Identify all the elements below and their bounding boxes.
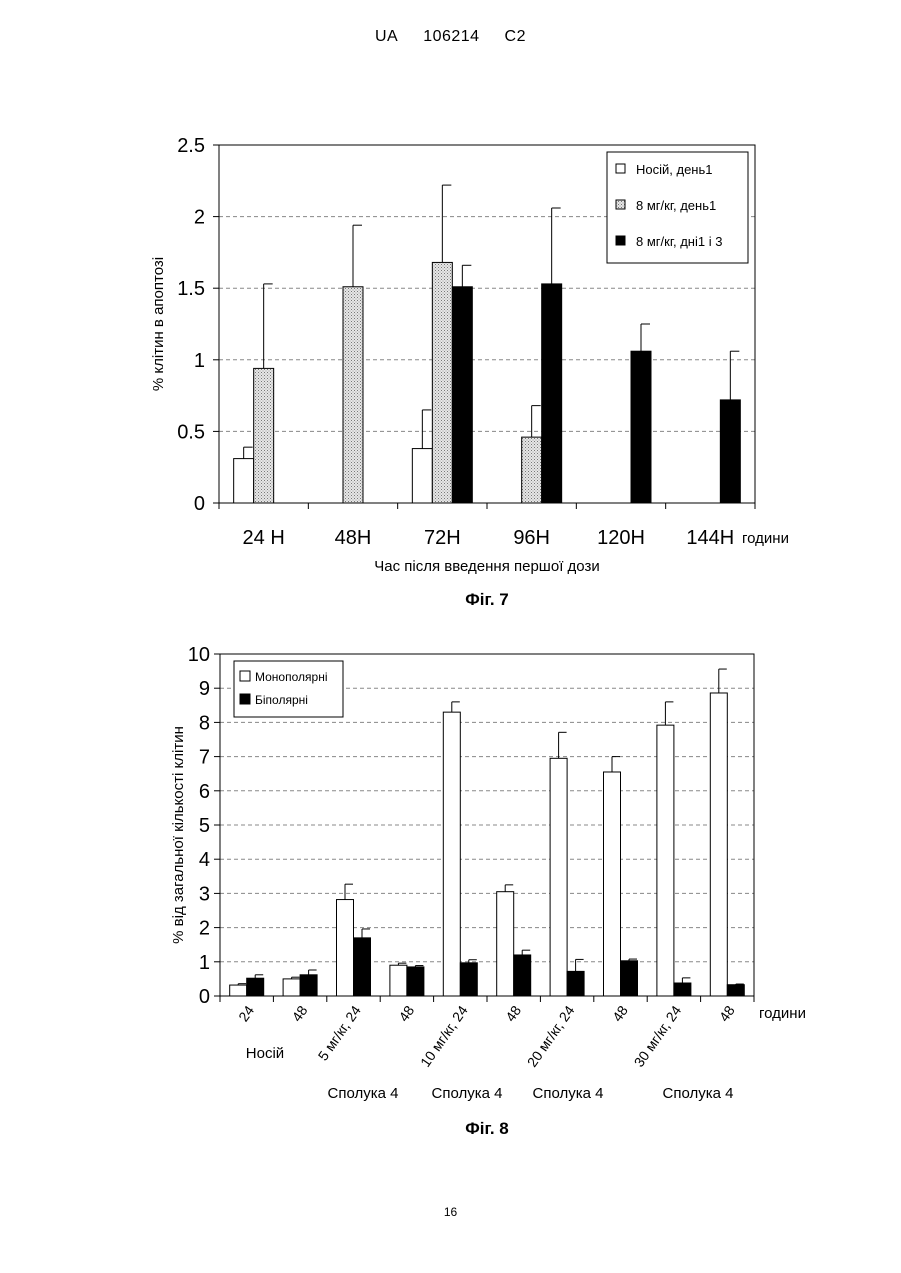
bar: [443, 712, 460, 996]
legend-label: Монополярні: [255, 670, 327, 684]
bar: [300, 975, 317, 996]
x-tick-label: 48: [289, 1002, 311, 1024]
x-tick-label: 48: [716, 1002, 738, 1024]
group-label: Носій: [246, 1045, 284, 1062]
bar: [354, 938, 371, 996]
group-label: Сполука 4: [533, 1085, 604, 1102]
y-tick-label: 8: [199, 712, 210, 734]
bar: [407, 967, 424, 996]
y-tick-label: 10: [188, 644, 210, 666]
x-tick-label: 10 мг/кг, 24: [417, 1002, 471, 1069]
bar: [727, 985, 744, 996]
group-label: Сполука 4: [432, 1085, 503, 1102]
y-tick-label: 0: [199, 986, 210, 1008]
page-number: 16: [0, 1205, 901, 1219]
y-tick-label: 1: [199, 952, 210, 974]
bar: [514, 955, 531, 996]
figure-caption: Фіг. 8: [465, 1119, 509, 1138]
y-tick-label: 2: [199, 918, 210, 940]
x-tick-label: 48: [502, 1002, 524, 1024]
x-tick-label: 48: [609, 1002, 631, 1024]
y-tick-label: 5: [199, 815, 210, 837]
x-tick-label: 20 мг/кг, 24: [524, 1002, 578, 1069]
bar: [550, 758, 567, 996]
x-tick-label: 30 мг/кг, 24: [631, 1002, 685, 1069]
x-tick-label: 24: [235, 1002, 257, 1024]
y-tick-label: 9: [199, 678, 210, 700]
legend: Монополярні Біполярні: [234, 661, 343, 717]
bar: [567, 971, 584, 996]
legend-label: Біполярні: [255, 693, 308, 707]
bar: [497, 892, 514, 996]
x-tick-label: 48: [395, 1002, 417, 1024]
bar: [390, 965, 407, 996]
x-unit-label: години: [759, 1005, 806, 1022]
group-label: Сполука 4: [663, 1085, 734, 1102]
y-tick-label: 6: [199, 781, 210, 803]
figure-8-chart: 01234567891024485 мг/кг, 244810 мг/кг, 2…: [0, 0, 901, 1150]
bar: [621, 961, 638, 996]
legend-swatch: [240, 694, 250, 704]
bar: [710, 693, 727, 996]
bar: [230, 985, 247, 996]
x-tick-label: 5 мг/кг, 24: [315, 1002, 364, 1063]
bar: [283, 979, 300, 996]
bar: [247, 978, 264, 996]
bar: [657, 725, 674, 996]
y-tick-label: 4: [199, 849, 210, 871]
bar: [674, 983, 691, 996]
y-axis-title: % від загальної кількості клітин: [170, 726, 187, 944]
bar: [604, 772, 621, 996]
group-label: Сполука 4: [328, 1085, 399, 1102]
y-tick-label: 3: [199, 883, 210, 905]
legend-swatch: [240, 671, 250, 681]
bar: [460, 963, 477, 996]
bar: [337, 900, 354, 996]
y-tick-label: 7: [199, 747, 210, 769]
